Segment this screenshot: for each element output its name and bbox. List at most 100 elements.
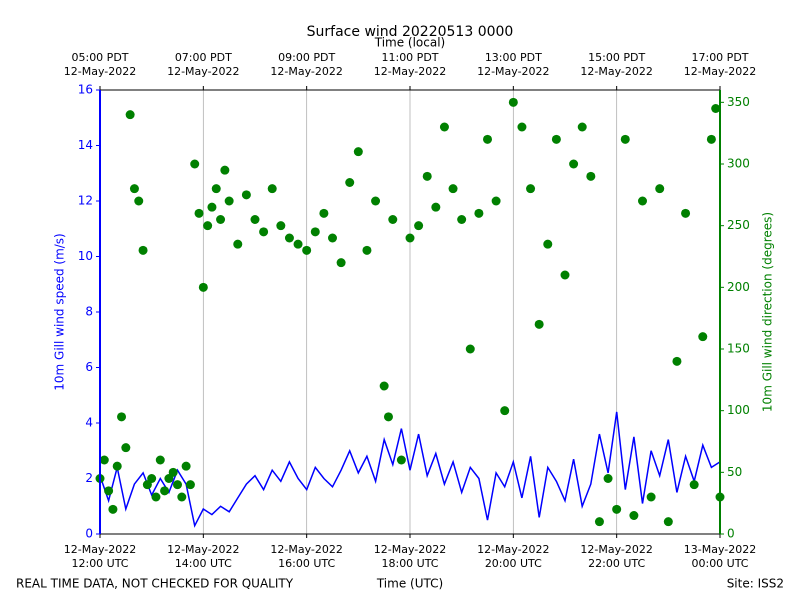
direction-point [241, 190, 251, 200]
direction-point [577, 122, 587, 132]
direction-point [526, 184, 536, 194]
tick-label: 15:00 PDT 12-May-2022 [580, 51, 652, 78]
direction-point [99, 455, 109, 465]
direction-point [474, 208, 484, 218]
direction-point [302, 245, 312, 255]
direction-point [293, 239, 303, 249]
direction-point [211, 184, 221, 194]
y-tick-label: 14 [78, 138, 93, 152]
y-tick-label: 0 [85, 527, 93, 541]
tick-label: 11:00 PDT 12-May-2022 [374, 51, 446, 78]
direction-point [117, 412, 127, 422]
y2-tick-label: 300 [727, 157, 750, 171]
direction-point [250, 215, 260, 224]
direction-point [259, 227, 269, 237]
direction-point [603, 474, 613, 483]
y2-tick-label: 350 [727, 95, 750, 109]
direction-point [586, 171, 596, 181]
tick-label: 12-May-2022 20:00 UTC [477, 543, 549, 570]
y2-tick-label: 0 [727, 527, 735, 541]
direction-point [594, 517, 604, 527]
direction-point [422, 171, 432, 181]
direction-point [629, 511, 639, 520]
direction-point [328, 233, 337, 243]
direction-point [345, 178, 355, 187]
direction-point [414, 221, 424, 231]
tick-label: 12-May-2022 12:00 UTC [64, 543, 136, 570]
direction-point [185, 480, 195, 490]
direction-point [711, 104, 721, 113]
tick-label: 13-May-2022 00:00 UTC [684, 543, 756, 570]
y2-tick-label: 100 [727, 403, 750, 417]
chart-title: Surface wind 20220513 0000 [307, 24, 514, 40]
direction-point [151, 492, 161, 502]
direction-point [198, 282, 208, 292]
direction-point [646, 492, 656, 502]
direction-point [638, 196, 647, 206]
direction-point [457, 215, 467, 224]
direction-point [491, 196, 501, 206]
direction-point [276, 221, 286, 231]
tick-label: 05:00 PDT 12-May-2022 [64, 51, 136, 78]
y-tick-label: 10 [78, 249, 93, 263]
direction-point [431, 202, 441, 212]
direction-point [543, 239, 553, 249]
direction-point [698, 332, 708, 342]
y2-tick-label: 150 [727, 342, 750, 356]
direction-point [448, 184, 458, 194]
direction-point [371, 196, 381, 206]
direction-point [147, 474, 157, 483]
tick-label: 12-May-2022 14:00 UTC [167, 543, 239, 570]
direction-point [233, 239, 243, 249]
direction-point [267, 184, 277, 194]
direction-point [224, 196, 234, 206]
direction-point [439, 122, 449, 132]
y-tick-label: 6 [85, 360, 93, 374]
direction-point [194, 208, 204, 218]
y-tick-label: 16 [78, 83, 93, 97]
direction-point [663, 517, 673, 527]
direction-point [396, 455, 406, 465]
direction-point [362, 245, 372, 255]
direction-point [483, 134, 492, 144]
direction-point [620, 134, 630, 144]
direction-point [138, 245, 148, 255]
direction-point [655, 184, 665, 194]
direction-point [207, 202, 217, 212]
tick-label: 12-May-2022 16:00 UTC [270, 543, 342, 570]
direction-point [383, 412, 393, 422]
direction-point [336, 258, 346, 268]
y2-tick-label: 200 [727, 280, 750, 294]
site-label: Site: ISS2 [727, 577, 784, 591]
speed-line [99, 411, 721, 528]
direction-point [689, 480, 699, 490]
direction-point [612, 504, 622, 514]
tick-label: 07:00 PDT 12-May-2022 [167, 51, 239, 78]
footer-note: REAL TIME DATA, NOT CHECKED FOR QUALITY [16, 577, 294, 591]
direction-point [681, 208, 691, 218]
direction-point [672, 356, 682, 366]
direction-point [160, 486, 170, 496]
y-tick-label: 2 [85, 471, 93, 485]
direction-point [560, 270, 570, 280]
y-tick-label: 12 [78, 194, 93, 208]
direction-point [569, 159, 579, 169]
direction-point [379, 381, 389, 391]
direction-point [121, 443, 131, 453]
direction-point [104, 486, 114, 496]
y-tick-label: 8 [85, 305, 93, 319]
direction-point [534, 319, 544, 329]
tick-label: 12-May-2022 22:00 UTC [580, 543, 652, 570]
direction-point [173, 480, 182, 490]
direction-point [465, 344, 475, 354]
direction-point [310, 227, 320, 237]
direction-point [319, 208, 329, 218]
direction-point [155, 455, 165, 465]
direction-point [112, 461, 122, 471]
direction-point [108, 504, 118, 514]
tick-label: 13:00 PDT 12-May-2022 [477, 51, 549, 78]
y-tick-label: 4 [85, 416, 93, 430]
direction-point [220, 165, 230, 175]
direction-point [517, 122, 527, 132]
direction-point [125, 110, 135, 120]
